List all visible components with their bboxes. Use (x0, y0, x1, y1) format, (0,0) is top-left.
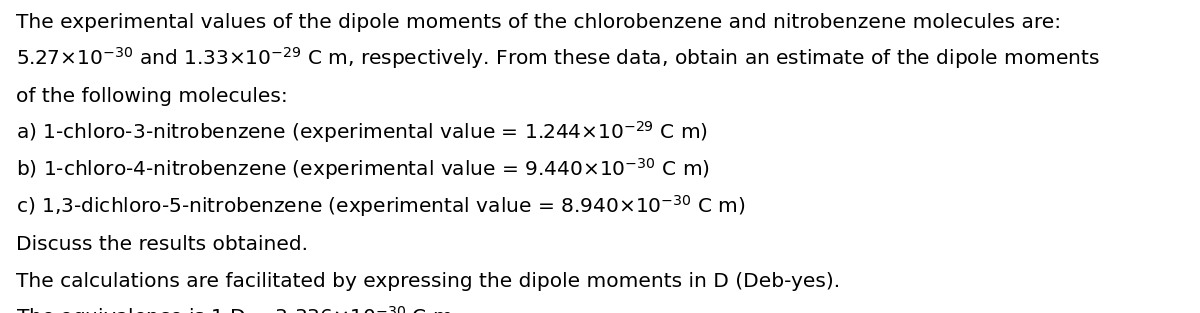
Text: The equivalence is 1 D = $3.336{\times}10^{-30}$ C m.: The equivalence is 1 D = $3.336{\times}1… (16, 304, 458, 313)
Text: Discuss the results obtained.: Discuss the results obtained. (16, 235, 307, 254)
Text: of the following molecules:: of the following molecules: (16, 87, 287, 106)
Text: The experimental values of the dipole moments of the chlorobenzene and nitrobenz: The experimental values of the dipole mo… (16, 13, 1061, 32)
Text: The calculations are facilitated by expressing the dipole moments in D (Deb-yes): The calculations are facilitated by expr… (16, 272, 840, 291)
Text: b) 1-chloro-4-nitrobenzene (experimental value = $9.440{\times}10^{-30}$ C m): b) 1-chloro-4-nitrobenzene (experimental… (16, 156, 709, 182)
Text: $5.27{\times}10^{-30}$ and $1.33{\times}10^{-29}$ C m, respectively. From these : $5.27{\times}10^{-30}$ and $1.33{\times}… (16, 45, 1099, 71)
Text: a) 1-chloro-3-nitrobenzene (experimental value = $1.244{\times}10^{-29}$ C m): a) 1-chloro-3-nitrobenzene (experimental… (16, 119, 708, 145)
Text: c) 1,3-dichloro-5-nitrobenzene (experimental value = $8.940{\times}10^{-30}$ C m: c) 1,3-dichloro-5-nitrobenzene (experime… (16, 193, 745, 219)
